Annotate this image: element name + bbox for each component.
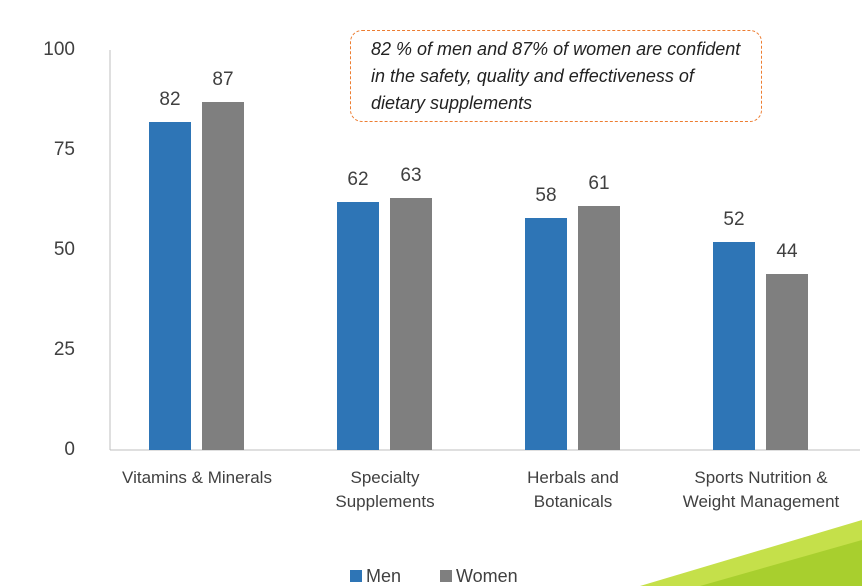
x-tick-label: Specialty Supplements [335, 468, 435, 511]
y-tick-label: 0 [64, 439, 75, 460]
y-tick-label: 75 [54, 139, 75, 160]
bar [766, 274, 808, 450]
y-tick-label: 100 [43, 39, 75, 60]
bar [390, 198, 432, 450]
bar [337, 202, 379, 450]
y-tick-label: 25 [54, 339, 75, 360]
x-tick-label: Sports Nutrition & Weight Management [682, 468, 840, 511]
decoration [700, 540, 862, 586]
value-label: 82 [159, 89, 180, 110]
bar [713, 242, 755, 450]
bar [149, 122, 191, 450]
legend-swatch [440, 570, 452, 582]
legend-label: Women [456, 566, 518, 586]
value-label: 44 [776, 241, 798, 262]
x-tick-label: Herbals and Botanicals [527, 468, 619, 511]
value-label: 61 [588, 173, 609, 194]
x-tick-label: Vitamins & Minerals [122, 468, 272, 487]
value-label: 58 [535, 185, 556, 206]
value-label: 63 [400, 165, 421, 186]
bar [525, 218, 567, 450]
y-tick-label: 50 [54, 239, 75, 260]
annotation: 82 % of men and 87% of women are confide… [350, 30, 762, 122]
value-label: 87 [212, 69, 233, 90]
legend-label: Men [366, 566, 401, 586]
bar [202, 102, 244, 450]
bar [578, 206, 620, 450]
legend-swatch [350, 570, 362, 582]
value-label: 52 [723, 209, 744, 230]
value-label: 62 [347, 169, 368, 190]
